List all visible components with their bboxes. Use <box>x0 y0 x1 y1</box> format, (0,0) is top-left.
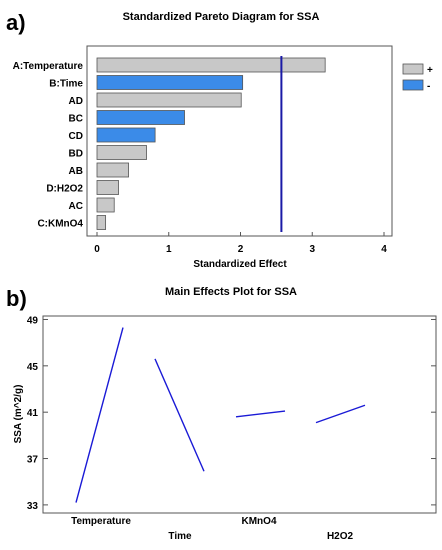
pareto-category-label: A:Temperature <box>13 61 84 72</box>
panel-b-label: b) <box>6 286 27 311</box>
pareto-category-label: AC <box>69 201 83 212</box>
pareto-bar <box>96 75 244 90</box>
panel-a-label: a) <box>6 10 26 35</box>
pareto-bar <box>96 162 129 178</box>
main-effects-y-axis-label: SSA (m^2/g) <box>13 385 24 444</box>
main-effects-y-tick-label: 49 <box>27 315 39 326</box>
pareto-bar <box>96 215 107 230</box>
pareto-bar <box>96 127 156 143</box>
pareto-category-label: C:KMnO4 <box>37 219 83 230</box>
pareto-category-label: D:H2O2 <box>46 184 83 195</box>
pareto-bar <box>96 145 147 160</box>
main-effects-factor-label: H2O2 <box>327 531 354 542</box>
pareto-bar <box>96 110 185 125</box>
pareto-title: Standardized Pareto Diagram for SSA <box>123 11 320 23</box>
pareto-category-label: BC <box>69 114 83 125</box>
legend-label-minus: - <box>427 81 430 92</box>
pareto-bar <box>96 180 119 195</box>
main-effects-y-ticks: 33 37 41 45 49 <box>27 315 436 512</box>
main-effects-y-tick-label: 37 <box>27 455 39 466</box>
pareto-x-tick-label: 0 <box>94 244 100 255</box>
pareto-category-label: AB <box>69 166 83 177</box>
pareto-category-label: CD <box>69 131 83 142</box>
main-effects-factor-label: Time <box>168 531 192 542</box>
main-effects-y-tick-label: 41 <box>27 408 39 419</box>
pareto-legend: + - <box>402 63 433 92</box>
pareto-category-label: AD <box>69 96 83 107</box>
main-effects-lines <box>75 327 366 503</box>
main-effects-title: Main Effects Plot for SSA <box>165 286 297 298</box>
pareto-bar <box>96 57 326 73</box>
pareto-x-tick-label: 4 <box>381 244 387 255</box>
pareto-x-tick-label: 3 <box>309 244 315 255</box>
main-effects-factor-label: KMnO4 <box>242 516 277 527</box>
pareto-x-ticks: 0 1 2 3 4 <box>94 232 387 255</box>
pareto-x-axis-label: Standardized Effect <box>193 259 287 270</box>
main-effect-line-h2o2 <box>315 404 366 424</box>
main-effects-factor-labels: Temperature Time KMnO4 H2O2 <box>71 516 353 542</box>
pareto-x-tick-label: 2 <box>238 244 244 255</box>
main-effects-plot-frame <box>42 315 437 514</box>
main-effect-line-time <box>154 358 205 472</box>
main-effects-factor-label: Temperature <box>71 516 131 527</box>
pareto-bars <box>96 57 326 230</box>
main-effects-y-tick-label: 45 <box>27 362 39 373</box>
pareto-category-label: B:Time <box>49 79 83 90</box>
pareto-bar <box>96 197 115 213</box>
pareto-category-label: BD <box>69 149 83 160</box>
main-effects-y-tick-label: 33 <box>27 501 39 512</box>
pareto-category-labels: A:Temperature B:Time AD BC CD BD AB D:H2O2 AC C:K… <box>13 61 84 230</box>
pareto-x-tick-label: 1 <box>166 244 172 255</box>
legend-swatch-plus <box>402 63 424 75</box>
main-effect-line-temperature <box>75 327 124 503</box>
legend-swatch-minus <box>402 79 424 91</box>
main-effect-line-kmno4 <box>235 410 286 418</box>
legend-label-plus: + <box>427 65 433 76</box>
pareto-bar <box>96 92 242 108</box>
